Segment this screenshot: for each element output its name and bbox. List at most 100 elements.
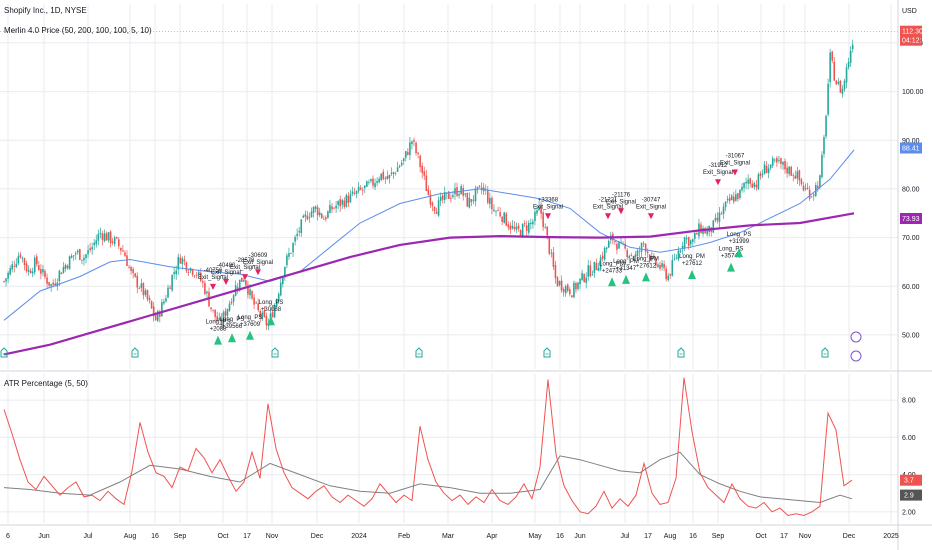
event-circle-icon[interactable]: [850, 331, 862, 343]
candle-body: [716, 217, 719, 221]
candle-body: [640, 243, 643, 252]
candle-body: [300, 219, 303, 234]
signal-label: Long_PS: [220, 317, 245, 323]
time-tick-label: Jun: [38, 533, 49, 540]
price-tick-label: 100.00: [902, 89, 924, 96]
candle-body: [577, 282, 579, 289]
candle-body: [784, 161, 786, 170]
candle-body: [566, 284, 569, 291]
candle-body: [671, 260, 674, 276]
candle-body: [626, 250, 628, 258]
candle-body: [804, 188, 807, 190]
candle-body: [378, 178, 380, 183]
candle-body: [607, 240, 610, 248]
candle-body: [87, 250, 89, 255]
candle-body: [614, 241, 616, 243]
candle-body: [466, 192, 469, 207]
candle-body: [427, 189, 430, 195]
symbol-legend[interactable]: Shopify Inc., 1D, NYSE: [4, 6, 87, 15]
candle-body: [60, 272, 63, 275]
atr-legend[interactable]: ATR Percentage (5, 50): [4, 379, 88, 388]
candle-body: [689, 240, 692, 245]
candle-body: [392, 172, 395, 174]
candle-body: [72, 255, 75, 257]
candle-body: [819, 175, 821, 187]
candle-body: [849, 50, 852, 63]
candle-body: [302, 215, 305, 218]
time-tick-label: Oct: [218, 533, 229, 540]
candle-body: [780, 158, 782, 164]
signal-label: +37609: [240, 322, 261, 328]
candle-body: [396, 167, 399, 172]
candle-body: [630, 255, 633, 256]
candle-body: [513, 226, 516, 229]
candle-body: [7, 272, 9, 279]
candle-body: [620, 241, 622, 243]
candle-body: [314, 206, 317, 209]
candle-body: [91, 247, 93, 250]
candle-body: [681, 245, 684, 249]
exit-signal-marker: [210, 283, 216, 290]
candle-body: [792, 175, 795, 176]
candle-body: [259, 310, 262, 318]
candle-body: [187, 272, 190, 273]
candle-body: [778, 159, 780, 161]
candle-body: [384, 177, 387, 179]
candle-body: [331, 206, 333, 210]
candle-body: [286, 255, 288, 266]
candle-body: [601, 255, 604, 259]
candle-body: [460, 186, 462, 195]
candle-body: [251, 290, 253, 299]
candle-body: [312, 206, 315, 213]
candle-body: [763, 164, 766, 175]
candle-body: [95, 240, 98, 245]
candle-body: [692, 239, 694, 242]
candle-body: [167, 287, 169, 298]
event-marker-icon: [131, 347, 139, 358]
candle-body: [581, 272, 583, 280]
candle-body: [255, 302, 257, 304]
candle-body: [11, 264, 13, 270]
candle-body: [628, 255, 631, 259]
candle-body: [279, 282, 282, 296]
candle-body: [419, 155, 421, 168]
signal-label: Long_PS: [238, 315, 263, 321]
candle-body: [113, 237, 116, 245]
candle-body: [790, 166, 792, 176]
candle-body: [241, 277, 243, 282]
candle-body: [77, 250, 79, 253]
candle-body: [431, 202, 434, 206]
candle-body: [339, 199, 341, 207]
indicator-legend[interactable]: Merlin 4.0 Price (50, 200, 100, 100, 5, …: [4, 26, 152, 35]
candle-body: [394, 172, 397, 174]
candle-body: [13, 266, 16, 267]
candle-body: [552, 252, 555, 267]
candle-body: [728, 197, 731, 202]
candle-body: [724, 201, 727, 208]
candle-body: [624, 243, 626, 249]
candle-body: [124, 252, 126, 257]
time-tick-label: Nov: [266, 533, 279, 540]
candle-body: [497, 210, 499, 212]
sma50-line: [3, 149, 855, 321]
signal-label: Long_PS: [206, 320, 231, 326]
candle-body: [511, 225, 514, 229]
long-signal-marker: [735, 248, 743, 258]
signal-label: Long_PS: [727, 232, 752, 238]
candle-body: [683, 237, 686, 248]
candle-body: [206, 291, 208, 294]
candle-body: [663, 263, 665, 269]
candle-body: [433, 206, 436, 212]
candle-body: [653, 255, 655, 257]
event-circle-icon[interactable]: [850, 350, 862, 362]
candle-body: [487, 190, 489, 203]
candle-body: [739, 189, 741, 198]
candle-body: [218, 317, 221, 320]
currency-label[interactable]: USD: [902, 8, 917, 15]
candle-body: [517, 225, 520, 229]
candle-body: [236, 287, 239, 289]
time-axis[interactable]: 6 Jun Jul Aug 16 Sep Oct 17 Nov Dec 2024 Feb Mar Apr M…: [6, 533, 899, 540]
candle-body: [843, 80, 846, 90]
